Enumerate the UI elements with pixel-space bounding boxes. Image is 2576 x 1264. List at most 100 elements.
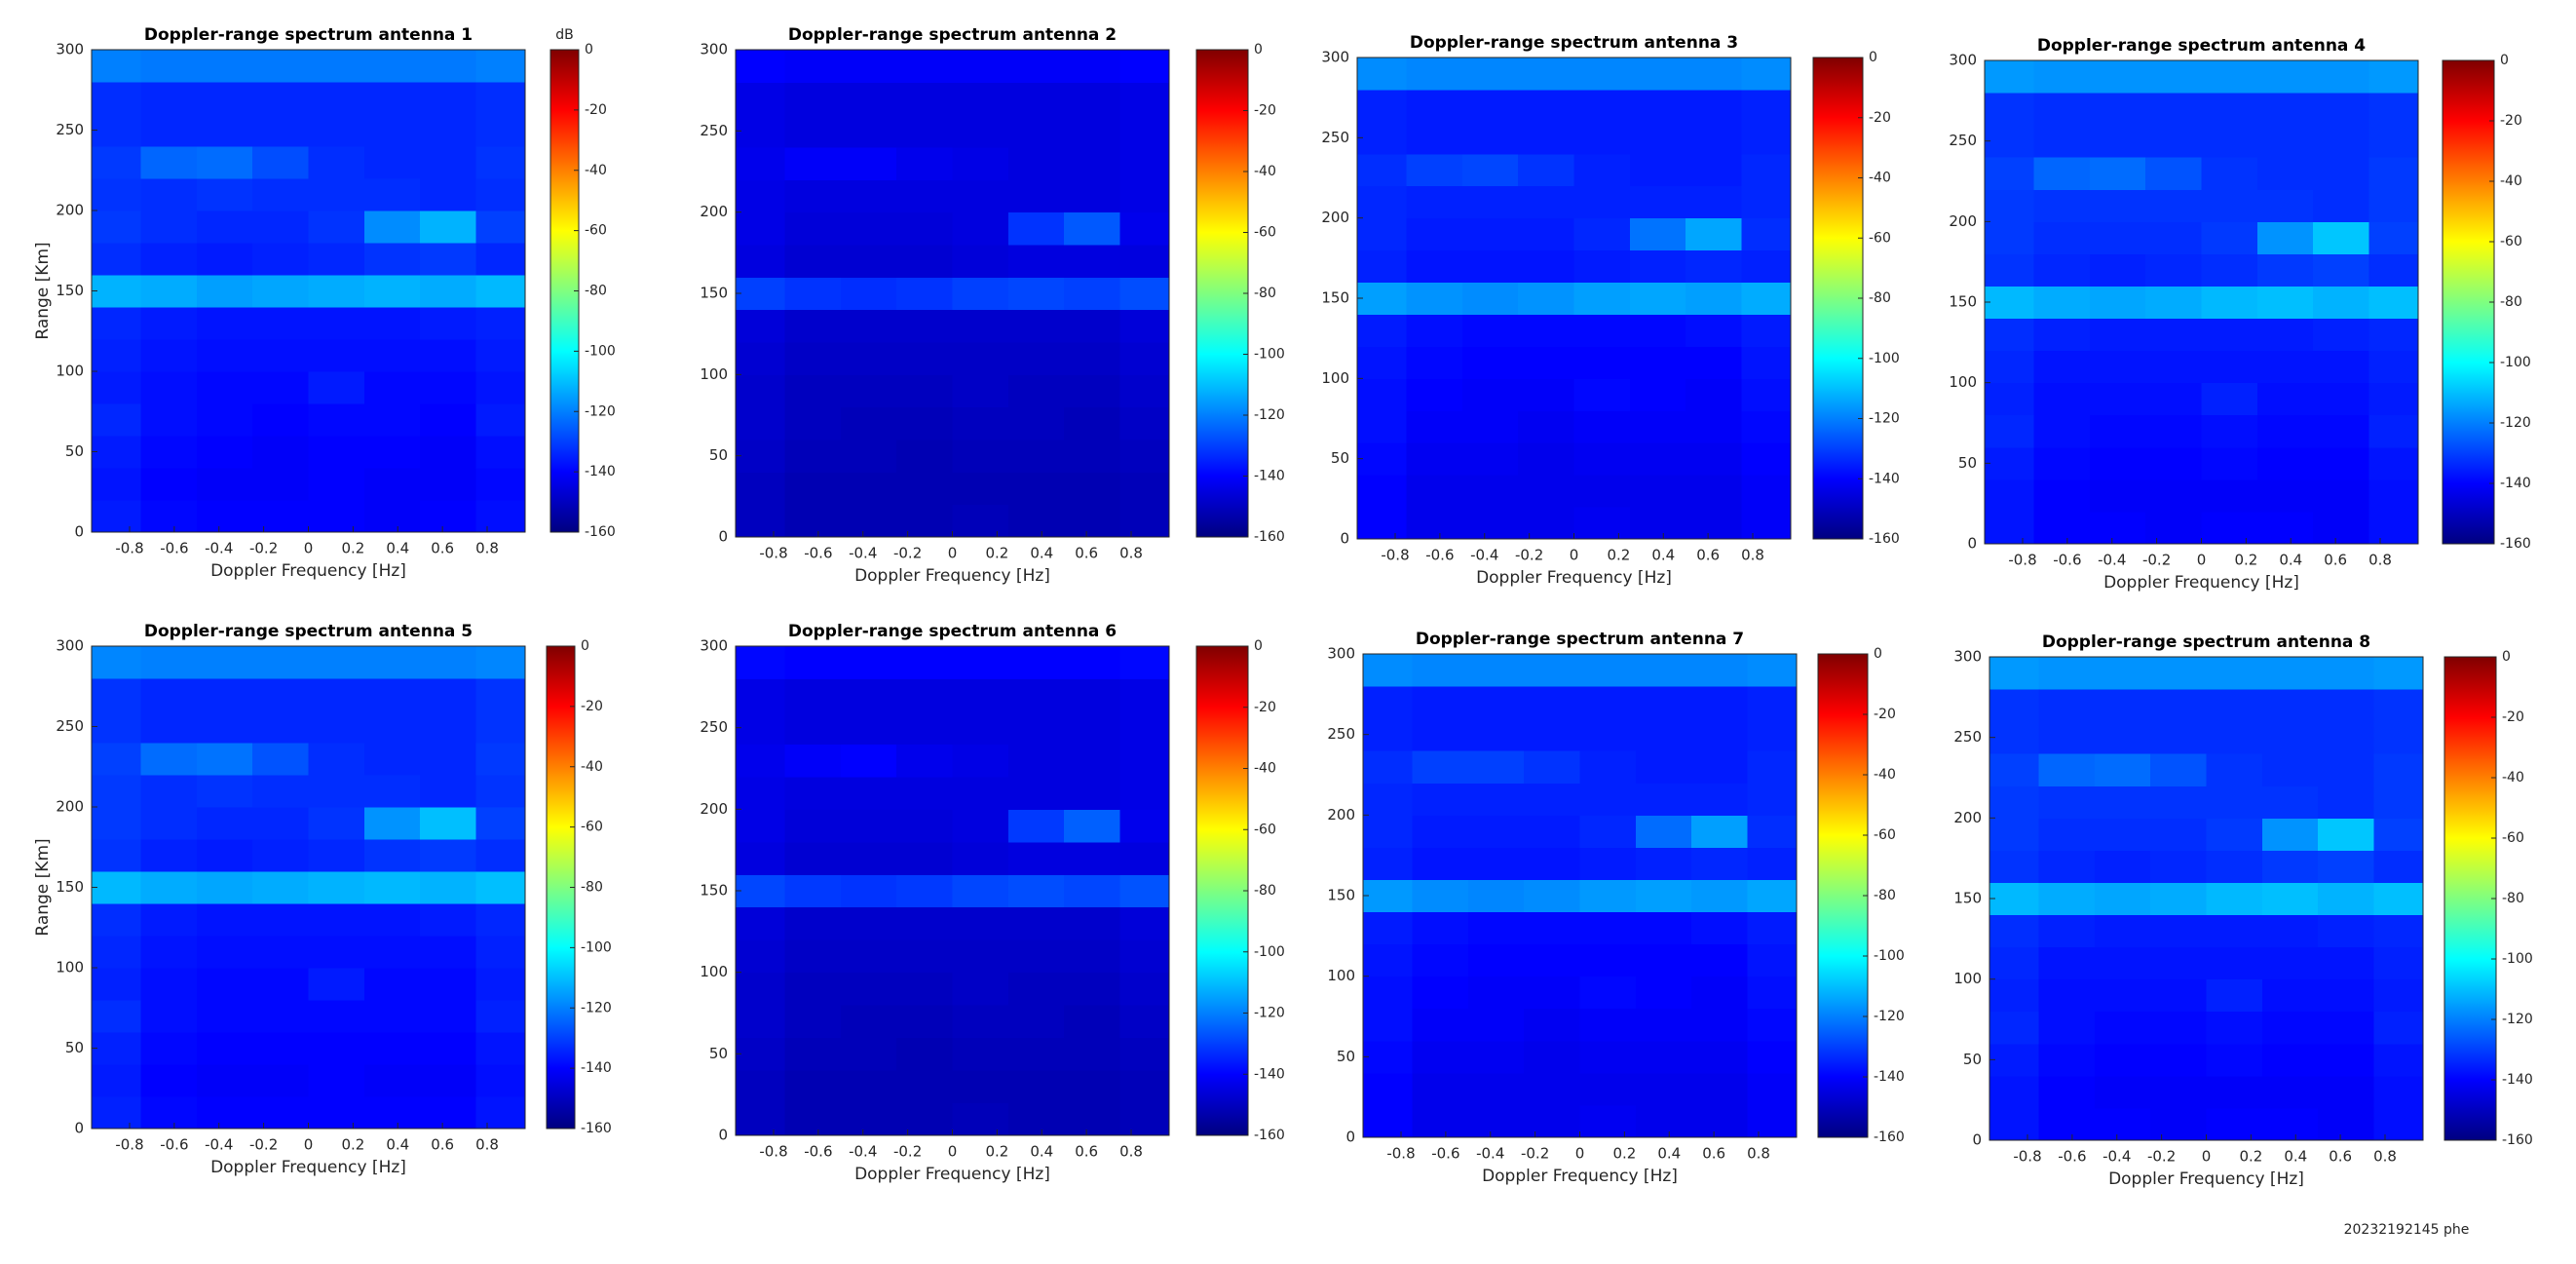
heatmap-cell — [784, 906, 842, 940]
heatmap-cell — [1686, 121, 1743, 155]
heatmap-cell — [1064, 1102, 1121, 1136]
heatmap-cell — [363, 211, 421, 244]
heatmap-cell — [1363, 654, 1413, 687]
heatmap-cell — [1406, 89, 1463, 123]
heatmap-cell — [1985, 350, 2034, 384]
heatmap-cell — [140, 1096, 198, 1130]
y-tick-label: 300 — [700, 41, 728, 58]
heatmap-cell — [252, 646, 309, 679]
heatmap-cell — [475, 871, 526, 904]
heatmap-cell — [896, 646, 953, 679]
heatmap-cell — [1524, 815, 1580, 848]
heatmap-cell — [1064, 50, 1121, 83]
y-tick-label: 250 — [1949, 132, 1977, 149]
heatmap-cell — [1524, 686, 1580, 719]
x-tick-label: 0.2 — [2234, 552, 2257, 569]
heatmap-cell — [1741, 346, 1792, 379]
heatmap-cell — [1747, 815, 1798, 848]
heatmap-cell — [1686, 378, 1743, 411]
heatmap-cell — [2261, 1107, 2319, 1141]
heatmap-cell — [2201, 446, 2258, 480]
heatmap-cell — [2318, 1011, 2375, 1045]
heatmap-cell — [2261, 689, 2319, 722]
x-axis-label: Doppler Frequency [Hz] — [1476, 568, 1672, 588]
heatmap-cell — [1461, 217, 1519, 251]
heatmap-cell — [2201, 382, 2258, 416]
heatmap-cell — [2256, 479, 2314, 513]
heatmap-cell — [420, 307, 477, 340]
x-tick-label: 0.6 — [2329, 1148, 2352, 1166]
heatmap-cell — [2145, 60, 2202, 94]
heatmap-cell — [1406, 346, 1463, 379]
heatmap-cell — [1064, 114, 1121, 148]
heatmap-cell — [1363, 1072, 1413, 1106]
heatmap-cell — [2206, 1011, 2263, 1045]
heatmap-cell — [363, 114, 421, 147]
heatmap-cell — [1573, 57, 1631, 91]
heatmap-cell — [1691, 815, 1749, 848]
heatmap-cell — [1518, 314, 1574, 347]
colorbar-tick-label: -20 — [1254, 103, 1276, 119]
colorbar-tick-label: 0 — [1254, 42, 1263, 57]
heatmap-cell — [2256, 382, 2314, 416]
heatmap-cell — [1007, 342, 1065, 375]
heatmap-cell — [1579, 847, 1637, 880]
heatmap-cell — [952, 1102, 1009, 1136]
heatmap-cell — [896, 342, 953, 375]
heatmap-cell — [196, 114, 253, 147]
heatmap-cell — [1629, 346, 1686, 379]
heatmap-cell — [840, 906, 897, 940]
heatmap-cell — [1985, 253, 2034, 287]
heatmap-cell — [1406, 121, 1463, 155]
heatmap-cell — [2373, 785, 2424, 819]
colorbar-tick-label: -40 — [1254, 164, 1276, 179]
heatmap-cell — [1406, 410, 1463, 443]
heatmap-cell — [1007, 1102, 1065, 1136]
heatmap-cell — [1363, 1008, 1413, 1042]
heatmap-cell — [1686, 185, 1743, 219]
heatmap-cell — [2150, 689, 2207, 722]
heatmap-cell — [1524, 911, 1580, 945]
heatmap-cell — [2368, 157, 2419, 190]
heatmap-cell — [2089, 446, 2146, 480]
heatmap-cell — [736, 1005, 785, 1039]
y-tick-label: 100 — [700, 963, 728, 980]
heatmap-cell — [252, 339, 309, 372]
heatmap-cell — [2368, 350, 2419, 384]
y-tick-label: 300 — [56, 637, 84, 655]
heatmap-cell — [736, 841, 785, 875]
heatmap-cell — [2089, 286, 2146, 320]
colorbar-tick-label: -160 — [1874, 1130, 1905, 1145]
colorbar-tick-label: 0 — [581, 638, 589, 654]
heatmap-cell — [1007, 972, 1065, 1006]
heatmap-cell — [952, 646, 1009, 679]
heatmap-cell — [2373, 978, 2424, 1013]
heatmap-cell — [784, 646, 842, 679]
y-tick-label: 200 — [1321, 209, 1349, 226]
heatmap-cell — [736, 776, 785, 810]
heatmap-cell — [196, 968, 253, 1001]
heatmap-cell — [1119, 309, 1170, 343]
colorbar-tick-label: -80 — [1254, 286, 1276, 301]
heatmap-cell — [1989, 721, 2039, 754]
heatmap-cell — [1989, 850, 2039, 883]
heatmap-cell — [196, 146, 253, 179]
heatmap-cell — [92, 646, 141, 679]
heatmap-cell — [2094, 1043, 2151, 1077]
colorbar — [2443, 656, 2497, 1141]
heatmap-cell — [308, 371, 365, 404]
colorbar-tick-label: -40 — [2502, 770, 2524, 785]
heatmap-cell — [1119, 82, 1170, 116]
heatmap-cell — [1635, 1104, 1692, 1138]
heatmap-cell — [196, 500, 253, 533]
heatmap-cell — [1007, 277, 1065, 311]
heatmap-cell — [1357, 153, 1407, 187]
heatmap-cell — [475, 211, 526, 244]
heatmap-cell — [736, 245, 785, 278]
heatmap-cell — [1518, 442, 1574, 476]
heatmap-cell — [736, 710, 785, 745]
heatmap-cell — [475, 468, 526, 501]
heatmap-cell — [1363, 1040, 1413, 1074]
heatmap-cell — [952, 744, 1009, 778]
heatmap-cell — [308, 1096, 365, 1130]
